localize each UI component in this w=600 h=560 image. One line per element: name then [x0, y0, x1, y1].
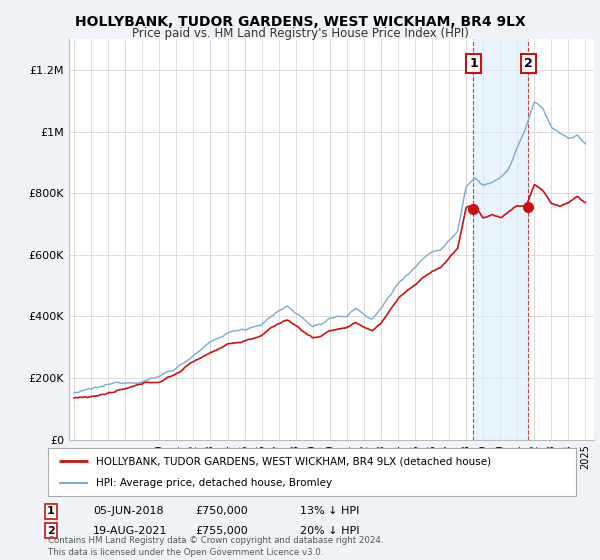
Text: £750,000: £750,000 — [195, 506, 248, 516]
Text: 19-AUG-2021: 19-AUG-2021 — [93, 526, 167, 536]
Text: Contains HM Land Registry data © Crown copyright and database right 2024.
This d: Contains HM Land Registry data © Crown c… — [48, 536, 383, 557]
Text: 1: 1 — [469, 57, 478, 70]
Text: HPI: Average price, detached house, Bromley: HPI: Average price, detached house, Brom… — [95, 478, 332, 488]
Text: HOLLYBANK, TUDOR GARDENS, WEST WICKHAM, BR4 9LX (detached house): HOLLYBANK, TUDOR GARDENS, WEST WICKHAM, … — [95, 456, 491, 466]
Text: Price paid vs. HM Land Registry's House Price Index (HPI): Price paid vs. HM Land Registry's House … — [131, 27, 469, 40]
Text: 2: 2 — [524, 57, 532, 70]
Text: 05-JUN-2018: 05-JUN-2018 — [93, 506, 164, 516]
Bar — [473, 39, 528, 440]
Text: 20% ↓ HPI: 20% ↓ HPI — [300, 526, 359, 536]
Text: 2: 2 — [47, 526, 55, 536]
Text: 1: 1 — [47, 506, 55, 516]
Text: HOLLYBANK, TUDOR GARDENS, WEST WICKHAM, BR4 9LX: HOLLYBANK, TUDOR GARDENS, WEST WICKHAM, … — [74, 15, 526, 29]
Text: 13% ↓ HPI: 13% ↓ HPI — [300, 506, 359, 516]
Text: £755,000: £755,000 — [195, 526, 248, 536]
